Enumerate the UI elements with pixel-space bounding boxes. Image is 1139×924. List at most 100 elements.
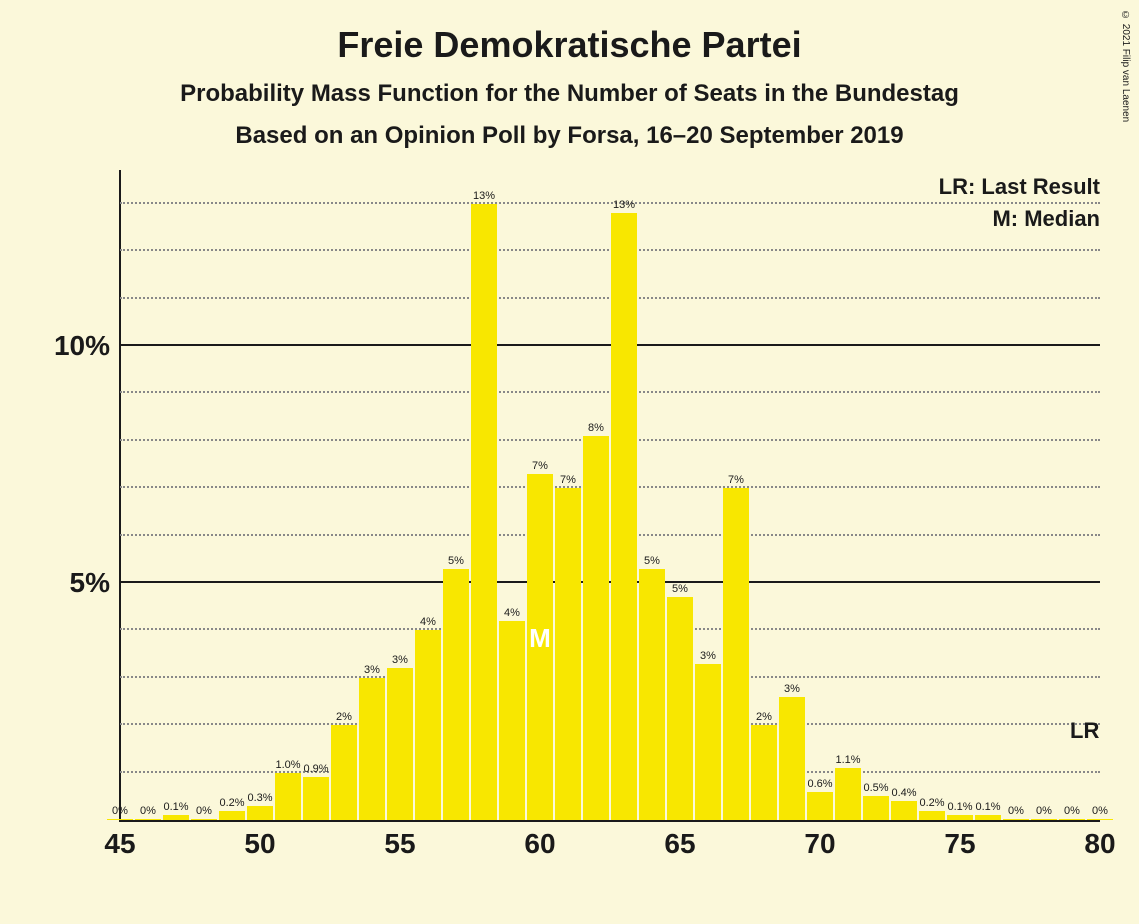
bar-value-label: 0%: [140, 805, 156, 817]
copyright-text: © 2021 Filip van Laenen: [1120, 10, 1131, 122]
chart-area: 5%10%45505560657075800%0%0.1%0%0.2%0.3%1…: [120, 180, 1100, 820]
gridline-minor: [120, 439, 1100, 441]
bar-value-label: 2%: [336, 711, 352, 723]
x-axis-label: 80: [1084, 828, 1115, 860]
bar: 0.3%: [247, 806, 273, 820]
bar-value-label: 7%: [728, 474, 744, 486]
bar: 0.4%: [891, 801, 917, 820]
gridline-minor: [120, 534, 1100, 536]
gridline-minor: [120, 628, 1100, 630]
x-axis-label: 65: [664, 828, 695, 860]
bar: 0%: [107, 819, 133, 820]
last-result-marker: LR: [1070, 718, 1099, 744]
bar-value-label: 5%: [448, 555, 464, 567]
bar-value-label: 0%: [1036, 805, 1052, 817]
x-axis-label: 45: [104, 828, 135, 860]
bar-value-label: 2%: [756, 711, 772, 723]
bar: 0.1%: [947, 815, 973, 820]
bar-value-label: 0.2%: [219, 797, 244, 809]
gridline-minor: [120, 297, 1100, 299]
legend-median: M: Median: [992, 206, 1100, 232]
bar-value-label: 1.1%: [835, 754, 860, 766]
bar: 4%: [415, 630, 441, 820]
bar: 0%: [135, 819, 161, 820]
gridline-minor: [120, 723, 1100, 725]
bar-value-label: 3%: [700, 650, 716, 662]
bar: 0.9%: [303, 777, 329, 820]
bar: 5%: [639, 569, 665, 820]
bar-value-label: 0.1%: [975, 801, 1000, 813]
bar: 0%: [1031, 819, 1057, 820]
chart-subtitle-2: Based on an Opinion Poll by Forsa, 16–20…: [0, 108, 1139, 150]
bar-value-label: 8%: [588, 422, 604, 434]
chart-subtitle-1: Probability Mass Function for the Number…: [0, 66, 1139, 108]
bar: 7%: [723, 488, 749, 820]
bar: 0.2%: [919, 811, 945, 820]
bar-value-label: 0.5%: [863, 782, 888, 794]
bar-value-label: 0.2%: [919, 797, 944, 809]
gridline-minor: [120, 202, 1100, 204]
bar: 13%: [471, 204, 497, 820]
bar: 0.1%: [163, 815, 189, 820]
bar-value-label: 0.3%: [247, 792, 272, 804]
bar: 0%: [1059, 819, 1085, 820]
bar-value-label: 5%: [644, 555, 660, 567]
bar: 2%: [331, 725, 357, 820]
bar: 2%: [751, 725, 777, 820]
plot-region: 5%10%45505560657075800%0%0.1%0%0.2%0.3%1…: [120, 180, 1100, 820]
bar: 4%: [499, 621, 525, 820]
x-axis-label: 60: [524, 828, 555, 860]
gridline-minor: [120, 391, 1100, 393]
gridline-minor: [120, 486, 1100, 488]
bar-value-label: 7%: [560, 474, 576, 486]
gridline-minor: [120, 676, 1100, 678]
bar-value-label: 0%: [112, 805, 128, 817]
gridline-major: [120, 344, 1100, 346]
bar: 5%: [667, 597, 693, 820]
bar-value-label: 0.1%: [163, 801, 188, 813]
bar: 0.5%: [863, 796, 889, 820]
bar-value-label: 0.1%: [947, 801, 972, 813]
bar-value-label: 4%: [504, 607, 520, 619]
bar: 1.1%: [835, 768, 861, 820]
bar-value-label: 3%: [784, 683, 800, 695]
bar-value-label: 0%: [1064, 805, 1080, 817]
bar: 1.0%: [275, 773, 301, 820]
bar-value-label: 0.6%: [807, 778, 832, 790]
bar-value-label: 7%: [532, 460, 548, 472]
x-axis-label: 55: [384, 828, 415, 860]
bar: 0.2%: [219, 811, 245, 820]
y-axis-label: 10%: [54, 330, 110, 362]
gridline-minor: [120, 771, 1100, 773]
bar-value-label: 0.9%: [303, 763, 328, 775]
x-axis-label: 70: [804, 828, 835, 860]
bar-value-label: 0%: [1008, 805, 1024, 817]
bar: 8%: [583, 436, 609, 820]
y-axis-label: 5%: [70, 567, 110, 599]
bar: 0%: [191, 819, 217, 820]
gridline-minor: [120, 249, 1100, 251]
x-axis-label: 75: [944, 828, 975, 860]
bar-value-label: 3%: [392, 654, 408, 666]
bar: 0%: [1087, 819, 1113, 820]
bar: 3%: [779, 697, 805, 820]
bar-value-label: 13%: [473, 190, 495, 202]
bar-value-label: 0%: [1092, 805, 1108, 817]
bar-value-label: 0.4%: [891, 787, 916, 799]
bar-value-label: 0%: [196, 805, 212, 817]
bar: 3%: [359, 678, 385, 820]
gridline-major: [120, 581, 1100, 583]
bar-value-label: 5%: [672, 583, 688, 595]
bar: 3%: [387, 668, 413, 820]
bar: 0.1%: [975, 815, 1001, 820]
median-marker: M: [529, 623, 551, 654]
bar: 3%: [695, 664, 721, 820]
x-axis: [119, 820, 1100, 822]
legend-lr: LR: Last Result: [939, 174, 1100, 200]
bar-value-label: 3%: [364, 664, 380, 676]
bar: 5%: [443, 569, 469, 820]
chart-title: Freie Demokratische Partei: [0, 0, 1139, 66]
bar-value-label: 4%: [420, 616, 436, 628]
bar: 0%: [1003, 819, 1029, 820]
bar: 13%: [611, 213, 637, 820]
